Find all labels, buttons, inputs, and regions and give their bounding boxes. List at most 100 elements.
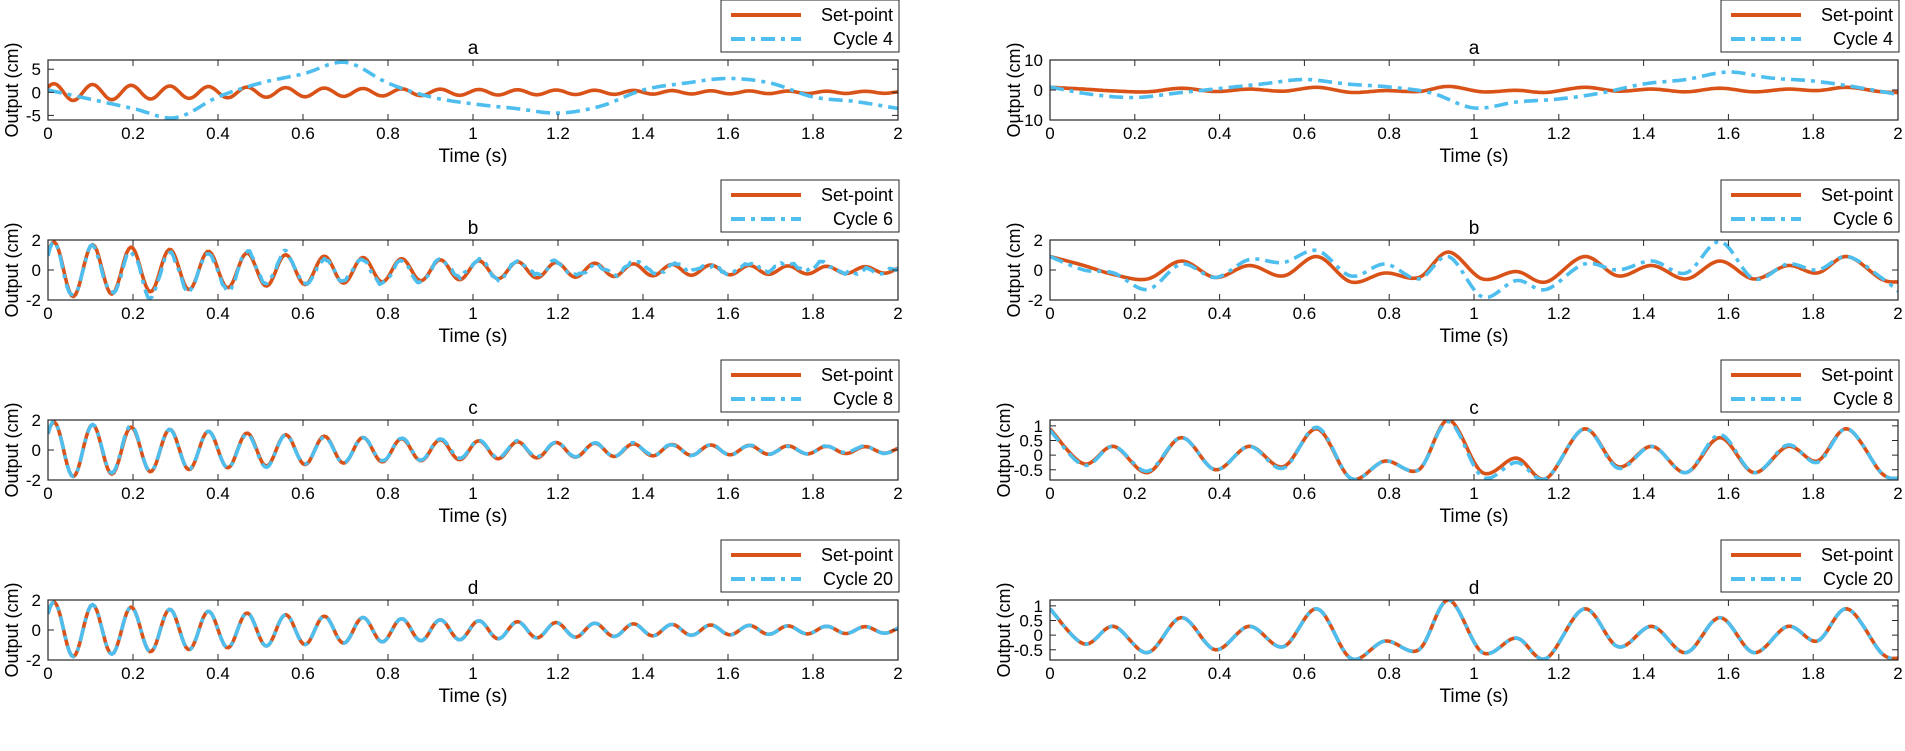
x-tick-label: 1 — [1469, 124, 1478, 143]
legend-entry-label: Cycle 6 — [1833, 209, 1893, 229]
subplot-c-right: 0 0.2 0.4 0.6 0.8 1 1.2 1.4 1.6 1.8 2-0.500.51Time… — [994, 359, 1903, 527]
x-tick-label: 1.6 — [1717, 484, 1741, 503]
x-tick-label: 0.6 — [1293, 124, 1317, 143]
x-tick-label: 0 — [1045, 124, 1054, 143]
legend: Set-point Cycle 4 — [1720, 0, 1900, 53]
plot-lines — [1050, 240, 1898, 300]
legend: Set-point Cycle 8 — [720, 359, 900, 413]
x-tick-label: 1.6 — [1717, 304, 1741, 323]
x-tick-label: 1.8 — [1801, 304, 1825, 323]
x-tick-label: 2 — [1893, 664, 1902, 683]
y-tick-label: 0 — [32, 621, 41, 640]
x-tick-label: 0.6 — [291, 304, 315, 323]
x-tick-label: 0 — [1045, 304, 1054, 323]
cycle-series-line — [1050, 70, 1898, 110]
legend-box — [1720, 0, 1900, 53]
legend: Set-point Cycle 6 — [720, 179, 900, 233]
subplot-title: c — [468, 398, 478, 419]
y-tick-label: -2 — [26, 291, 41, 310]
setpoint-series-line — [1050, 420, 1898, 480]
x-tick-label: 1.2 — [1547, 304, 1571, 323]
x-tick-label: 1.8 — [1801, 484, 1825, 503]
x-tick-label: 1 — [1469, 304, 1478, 323]
x-axis-label: Time (s) — [1440, 686, 1509, 707]
x-tick-label: 0.2 — [121, 484, 145, 503]
axes-box — [1049, 419, 1899, 481]
legend: Set-point Cycle 20 — [720, 539, 900, 593]
x-tick-label: 2 — [1893, 124, 1902, 143]
x-tick-label: 0 — [43, 304, 52, 323]
x-tick-label: 0.4 — [206, 124, 230, 143]
legend: Set-point Cycle 20 — [1720, 539, 1900, 593]
x-tick-label: 0.4 — [1208, 124, 1232, 143]
legend-box — [720, 179, 900, 233]
x-tick-label: 1 — [468, 664, 477, 683]
subplot-d-right: 0 0.2 0.4 0.6 0.8 1 1.2 1.4 1.6 1.8 2-0.500.51Time… — [994, 539, 1903, 707]
x-tick-label: 0.8 — [1377, 124, 1401, 143]
y-tick-label: 2 — [32, 231, 41, 250]
x-axis-label: Time (s) — [1440, 326, 1509, 347]
x-tick-label: 0.2 — [1123, 484, 1147, 503]
x-tick-label: 0.4 — [1208, 484, 1232, 503]
y-tick-label: -0.5 — [1014, 461, 1043, 480]
legend-entry-label: Set-point — [1821, 545, 1893, 565]
legend-entry-label: Set-point — [1821, 5, 1893, 25]
plot-lines — [1050, 70, 1898, 110]
x-tick-label: 1.2 — [1547, 664, 1571, 683]
x-tick-label: 0.6 — [1293, 664, 1317, 683]
x-tick-label: 1.8 — [1801, 124, 1825, 143]
legend-box — [720, 0, 900, 53]
y-tick-label: 0 — [32, 83, 41, 102]
plot-lines — [1050, 600, 1898, 660]
x-axis-label: Time (s) — [1440, 506, 1509, 527]
x-tick-label: 1.8 — [801, 304, 825, 323]
legend: Set-point Cycle 6 — [1720, 179, 1900, 233]
legend-entry-label: Cycle 8 — [833, 389, 893, 409]
x-tick-label: 1.8 — [801, 124, 825, 143]
legend-entry-label: Cycle 20 — [823, 569, 893, 589]
x-tick-label: 1.6 — [716, 124, 740, 143]
x-tick-label: 1.6 — [716, 304, 740, 323]
y-axis-label: Output (cm) — [994, 402, 1014, 497]
y-tick-label: 0 — [32, 261, 41, 280]
x-tick-label: 1 — [1469, 664, 1478, 683]
x-tick-label: 0.8 — [376, 304, 400, 323]
y-tick-label: -2 — [1028, 291, 1043, 310]
setpoint-series-line — [1050, 600, 1898, 660]
axes-box — [1049, 599, 1899, 661]
y-tick-label: -2 — [26, 471, 41, 490]
x-tick-label: 2 — [893, 304, 902, 323]
x-tick-label: 0.2 — [121, 304, 145, 323]
plot-lines — [1050, 420, 1898, 480]
x-tick-label: 0 — [43, 124, 52, 143]
x-tick-label: 1.4 — [1632, 304, 1656, 323]
subplot-title: b — [1469, 218, 1480, 239]
x-tick-label: 0.6 — [291, 664, 315, 683]
x-axis-label: Time (s) — [439, 686, 508, 707]
x-tick-label: 0.4 — [1208, 304, 1232, 323]
x-tick-label: 0.2 — [121, 664, 145, 683]
cycle-series-line — [1050, 240, 1898, 300]
x-tick-label: 1.6 — [716, 664, 740, 683]
y-tick-label: 0 — [1034, 81, 1043, 100]
legend-box — [720, 539, 900, 593]
x-tick-label: 1 — [1469, 484, 1478, 503]
x-tick-label: 2 — [893, 664, 902, 683]
cycle-series-line — [48, 240, 898, 300]
cycle-series-line — [48, 600, 898, 659]
subplot-title: c — [1469, 398, 1479, 419]
legend-box — [1720, 179, 1900, 233]
x-tick-label: 1.4 — [1632, 484, 1656, 503]
x-tick-label: 0.2 — [1123, 664, 1147, 683]
y-tick-label: -2 — [26, 651, 41, 670]
y-tick-label: -0.5 — [1014, 641, 1043, 660]
cycle-series-line — [1050, 420, 1898, 480]
y-tick-label: 2 — [32, 591, 41, 610]
y-axis-label: Output (cm) — [1004, 222, 1024, 317]
x-tick-label: 1.6 — [716, 484, 740, 503]
legend-entry-label: Set-point — [821, 365, 893, 385]
y-axis-label: Output (cm) — [2, 402, 22, 497]
